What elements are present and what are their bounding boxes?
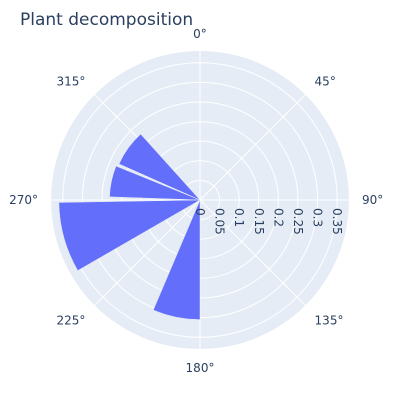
angular-gridline	[94, 199, 201, 306]
angular-tick-label: 90°	[362, 193, 383, 207]
radial-tick-label: 0.3	[311, 208, 325, 227]
angular-tick-label: 270°	[9, 193, 38, 207]
bar-wedge	[58, 199, 201, 271]
radial-tick-label: 0	[193, 208, 207, 216]
radial-tick-label: 0.35	[330, 208, 344, 235]
radial-tick-label: 0.1	[232, 208, 246, 227]
radial-tick-label: 0.15	[252, 208, 266, 235]
angular-tick-label: 315°	[57, 74, 86, 88]
angular-tick-label: 0°	[193, 27, 207, 41]
angular-tick-label: 180°	[186, 361, 215, 375]
radial-tick-label: 0.25	[291, 208, 305, 235]
chart-title: Plant decomposition	[20, 10, 193, 30]
angular-tick-labels: 0° 45° 90° 135° 180° 225° 270° 315°	[9, 27, 383, 375]
radial-tick-label: 0.05	[213, 208, 227, 235]
bar-wedge	[118, 133, 201, 201]
radial-tick-label: 0.2	[271, 208, 285, 227]
angular-gridline	[199, 94, 306, 201]
angular-tick-label: 135°	[315, 314, 344, 328]
angular-tick-label: 225°	[57, 314, 86, 328]
bar-wedge	[152, 199, 201, 320]
angular-gridline	[199, 199, 306, 306]
angular-tick-label: 45°	[315, 74, 336, 88]
radial-tick-labels: 0 0.05 0.1 0.15 0.2 0.25 0.3 0.35	[193, 208, 344, 235]
bar-wedge	[109, 165, 201, 201]
bars-layer	[58, 133, 201, 320]
